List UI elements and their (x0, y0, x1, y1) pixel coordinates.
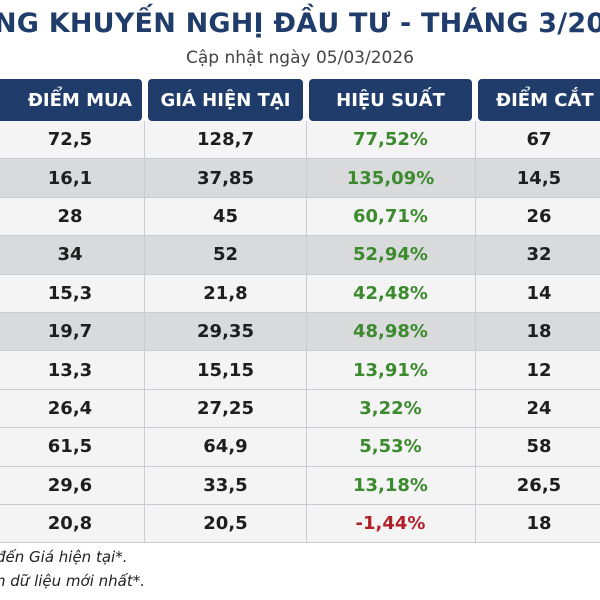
performance-cell: 13,91% (353, 359, 428, 381)
current-price-cell: 64,9 (203, 436, 248, 458)
stop-loss-cell: 18 (526, 513, 552, 535)
page-title: NG KHUYẾN NGHỊ ĐẦU TƯ - THÁNG 3/20 (0, 8, 600, 39)
performance-cell: 60,71% (353, 205, 428, 227)
update-date: Cập nhật ngày 05/03/2026 (186, 48, 414, 68)
footnote: n dữ liệu mới nhất*. (0, 572, 145, 590)
column-header-current-price: GIÁ HIỆN TẠI (148, 79, 303, 121)
column-divider (475, 121, 476, 543)
current-price-cell: 128,7 (197, 129, 254, 151)
current-price-cell: 15,15 (197, 359, 254, 381)
current-price-cell: 27,25 (197, 397, 254, 419)
current-price-cell: 37,85 (197, 167, 254, 189)
table-row: 20,8 20,5 -1,44% 18 (0, 504, 600, 544)
current-price-cell: 20,5 (203, 513, 248, 535)
stop-loss-cell: 58 (526, 436, 552, 458)
buy-point-cell: 20,8 (47, 513, 93, 535)
table-row: 72,5 128,7 77,52% 67 (0, 121, 600, 160)
performance-cell: 5,53% (359, 436, 422, 458)
stop-loss-cell: 12 (526, 359, 552, 381)
buy-point-cell: 19,7 (47, 321, 93, 343)
table-row: 28 45 60,71% 26 (0, 197, 600, 237)
performance-cell: 3,22% (359, 397, 422, 419)
table-row: 19,7 29,35 48,98% 18 (0, 312, 600, 352)
stop-loss-cell: 24 (526, 397, 552, 419)
current-price-cell: 45 (212, 205, 239, 227)
table-row: 34 52 52,94% 32 (0, 236, 600, 275)
buy-point-cell: 61,5 (47, 436, 93, 458)
table-row: 26,4 27,25 3,22% 24 (0, 389, 600, 429)
column-divider (144, 121, 145, 543)
performance-cell: 13,18% (353, 474, 428, 496)
stop-loss-cell: 67 (526, 129, 552, 151)
performance-cell: 135,09% (346, 167, 435, 189)
performance-cell: 42,48% (353, 282, 428, 304)
stop-loss-cell: 32 (526, 244, 552, 266)
performance-cell: -1,44% (355, 513, 426, 535)
table-row: 61,5 64,9 5,53% 58 (0, 428, 600, 467)
column-header-buy-point: ĐIỂM MUA (0, 79, 142, 121)
stop-loss-cell: 14 (526, 282, 552, 304)
buy-point-cell: 26,4 (47, 397, 93, 419)
buy-point-cell: 29,6 (47, 474, 93, 496)
stop-loss-cell: 26,5 (516, 474, 562, 496)
current-price-cell: 52 (212, 244, 239, 266)
column-divider (306, 121, 307, 543)
current-price-cell: 29,35 (197, 321, 254, 343)
performance-cell: 52,94% (353, 244, 428, 266)
performance-cell: 48,98% (353, 321, 428, 343)
stop-loss-cell: 14,5 (516, 167, 562, 189)
buy-point-cell: 34 (57, 244, 83, 266)
table-row: 16,1 37,85 135,09% 14,5 (0, 159, 600, 198)
stop-loss-cell: 18 (526, 321, 552, 343)
column-header-performance: HIỆU SUẤT (309, 79, 472, 121)
table-body: 72,5 128,7 77,52% 67 16,1 37,85 135,09% 14,5 28 4… (0, 121, 600, 544)
buy-point-cell: 16,1 (47, 167, 93, 189)
table-row: 13,3 15,15 13,91% 12 (0, 351, 600, 390)
buy-point-cell: 28 (57, 205, 83, 227)
current-price-cell: 33,5 (203, 474, 248, 496)
performance-cell: 77,52% (353, 129, 428, 151)
table-row: 29,6 33,5 13,18% 26,5 (0, 466, 600, 505)
stop-loss-cell: 26 (526, 205, 552, 227)
buy-point-cell: 13,3 (47, 359, 93, 381)
buy-point-cell: 72,5 (47, 129, 93, 151)
buy-point-cell: 15,3 (47, 282, 93, 304)
column-header-stop-loss: ĐIỂM CẮT L (478, 79, 600, 121)
table-row: 15,3 21,8 42,48% 14 (0, 274, 600, 313)
current-price-cell: 21,8 (203, 282, 248, 304)
footnote: đến Giá hiện tại*. (0, 548, 128, 566)
